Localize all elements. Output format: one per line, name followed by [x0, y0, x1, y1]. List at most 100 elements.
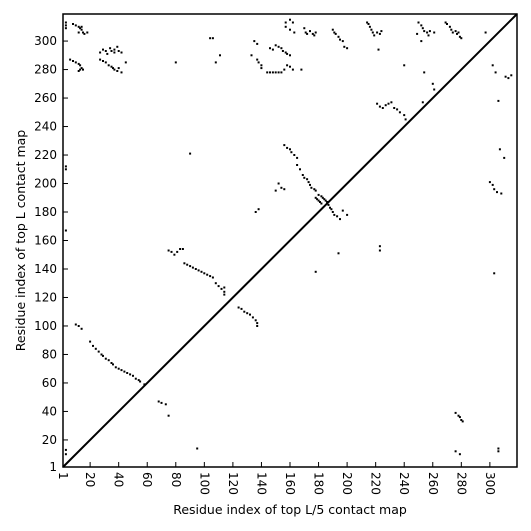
contact-point [104, 357, 107, 360]
contact-point [107, 64, 110, 67]
contact-point [254, 319, 257, 322]
contact-point [102, 48, 104, 51]
contact-point [323, 198, 326, 201]
contact-point [211, 37, 214, 40]
contact-point [368, 25, 371, 28]
contact-point [448, 25, 451, 28]
contact-point [314, 196, 317, 199]
contact-point [431, 82, 434, 85]
contact-point [303, 176, 306, 179]
contact-point [289, 28, 291, 31]
contact-point [72, 60, 74, 62]
contact-point [74, 323, 77, 326]
contact-point [86, 31, 89, 34]
contact-point [307, 181, 310, 184]
contact-point [243, 310, 246, 313]
contact-point [120, 51, 123, 54]
contact-point [277, 71, 280, 74]
contact-point [253, 40, 256, 43]
contact-point [164, 403, 167, 406]
contact-point [77, 31, 80, 34]
contact-point [97, 350, 100, 353]
contact-point [284, 51, 287, 54]
contact-point [176, 250, 179, 253]
contact-point [319, 201, 321, 203]
contact-point [104, 61, 107, 64]
x-tick-label: 140 [254, 472, 268, 495]
contact-point [317, 193, 320, 196]
contact-point [416, 32, 419, 35]
contact-point [117, 367, 120, 370]
contact-point [458, 35, 461, 38]
contact-point [220, 287, 223, 290]
y-tick-label: 1 [49, 460, 57, 474]
contact-point [82, 68, 84, 71]
contact-point [109, 47, 112, 50]
contact-point [500, 192, 503, 195]
contact-point [189, 152, 192, 155]
contact-point [300, 68, 303, 71]
contact-point [427, 34, 430, 37]
contact-point [77, 70, 80, 72]
contact-point [423, 30, 426, 33]
contact-point [64, 448, 67, 451]
contact-point [189, 265, 192, 268]
contact-point [117, 50, 120, 52]
contact-point [77, 62, 80, 65]
diagonal-line [62, 13, 518, 468]
contact-point [167, 249, 170, 252]
contact-point [64, 165, 67, 168]
contact-point [324, 199, 327, 202]
contact-point [82, 31, 84, 34]
contact-point [460, 419, 463, 421]
contact-point [112, 363, 114, 366]
contact-point [504, 75, 507, 78]
contact-point [320, 195, 323, 198]
contact-point [79, 64, 82, 67]
contact-point [306, 178, 309, 181]
contact-point [167, 414, 170, 417]
contact-point [336, 215, 339, 218]
contact-point [304, 31, 307, 34]
y-tick-label: 300 [34, 34, 57, 48]
x-tick-label: 100 [197, 472, 211, 495]
contact-point [257, 61, 260, 64]
contact-point [384, 104, 387, 107]
contact-point [461, 420, 464, 423]
contact-point [274, 44, 277, 47]
contact-point [250, 54, 253, 57]
x-tick-label: 20 [83, 472, 97, 487]
contact-point [64, 229, 67, 232]
contact-point [433, 88, 436, 91]
contact-point [454, 450, 457, 453]
contact-point [311, 32, 314, 35]
contact-point [420, 40, 423, 43]
contact-point [286, 146, 289, 149]
contact-point [80, 25, 83, 28]
contact-point [284, 21, 287, 24]
contact-point [197, 269, 200, 272]
contact-point [240, 307, 243, 310]
contact-point [444, 21, 447, 24]
contact-point [331, 211, 334, 213]
contact-point [403, 114, 406, 117]
contact-point [260, 67, 263, 70]
y-tick-label: 40 [42, 404, 57, 418]
contact-point [417, 21, 420, 24]
contact-point [170, 250, 173, 253]
y-axis-label: Residue index of top L contact map [13, 130, 28, 351]
y-tick-label: 80 [42, 347, 57, 361]
contact-point [223, 286, 226, 289]
contact-point [137, 379, 140, 382]
y-tick-label: 120 [34, 290, 57, 304]
contact-point [329, 206, 331, 209]
contact-point [214, 282, 217, 285]
contact-point [271, 48, 274, 51]
y-tick-label: 140 [34, 262, 57, 276]
contact-point [291, 68, 294, 71]
contact-point [423, 71, 426, 74]
contact-point [181, 248, 184, 250]
contact-point [89, 340, 92, 343]
contact-point [74, 61, 77, 64]
